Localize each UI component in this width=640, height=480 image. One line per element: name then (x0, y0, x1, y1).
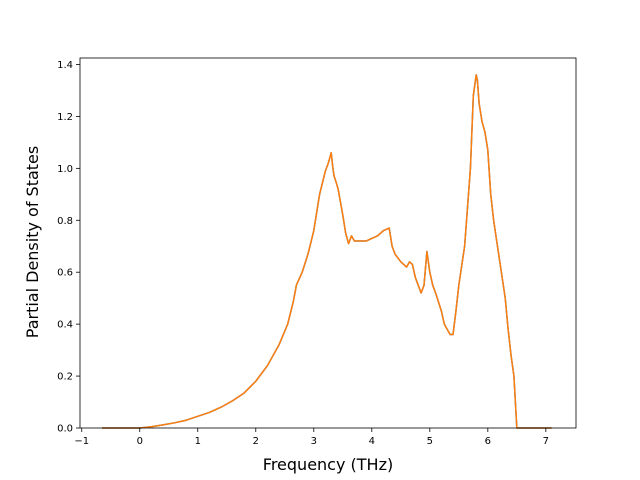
plot-area (80, 58, 576, 428)
y-tick-label: 0.0 (57, 424, 73, 435)
axes-layer: −1 0 1 2 3 4 5 6 7 0.0 0.2 0.4 0.6 0.8 1.0 1.2 1.4 (57, 57, 577, 447)
plot-background (80, 58, 576, 428)
y-tick-label: 1.2 (57, 112, 73, 123)
axes-frame (79, 57, 577, 429)
x-tick-label: 4 (369, 436, 375, 447)
x-tick-label: 0 (137, 436, 143, 447)
x-tick-label: 5 (427, 436, 433, 447)
y-tick-label: 0.8 (57, 216, 73, 227)
y-tick-label: 0.6 (57, 268, 73, 279)
y-tick-label: 0.2 (57, 372, 73, 383)
x-tick-label: 7 (543, 436, 549, 447)
x-tick-label: −1 (74, 436, 89, 447)
x-tick-label: 3 (311, 436, 317, 447)
series-layer (102, 74, 552, 429)
series-line-2 (102, 74, 552, 429)
x-axis-label: Frequency (THz) (263, 455, 393, 474)
x-tick-label: 6 (485, 436, 491, 447)
y-tick-label: 1.0 (57, 164, 73, 175)
x-tick-label: 1 (195, 436, 201, 447)
x-tick-label: 2 (253, 436, 259, 447)
y-axis-label: Partial Density of States (23, 146, 42, 338)
y-tick-label: 0.4 (57, 320, 73, 331)
y-tick-label: 1.4 (57, 60, 73, 71)
